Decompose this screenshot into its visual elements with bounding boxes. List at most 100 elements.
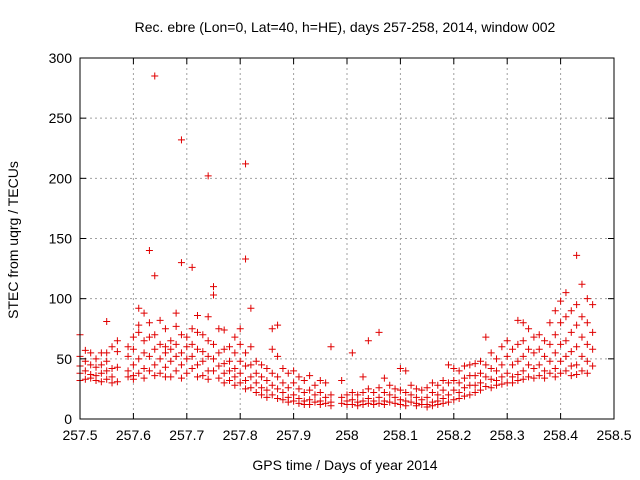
data-point [108, 343, 116, 351]
data-point [327, 402, 335, 410]
data-point [514, 370, 522, 378]
data-point [92, 355, 100, 363]
data-point [391, 393, 399, 401]
data-point [322, 379, 330, 387]
data-point [258, 361, 266, 369]
data-point [258, 391, 266, 399]
data-point [535, 361, 543, 369]
data-point [412, 393, 420, 401]
data-point [407, 391, 415, 399]
data-point [113, 363, 121, 371]
data-point [412, 385, 420, 393]
data-point [242, 160, 250, 168]
data-point [145, 367, 153, 375]
data-point [188, 340, 196, 348]
data-point [226, 357, 234, 365]
data-point [578, 313, 586, 321]
data-point [557, 297, 565, 305]
data-point [167, 373, 175, 381]
data-point [220, 369, 228, 377]
data-point [567, 362, 575, 370]
data-point [295, 385, 303, 393]
data-point [167, 357, 175, 365]
data-point [284, 369, 292, 377]
y-axis-label: STEC from uqrg / TECUs [5, 161, 21, 319]
data-point [450, 396, 458, 404]
data-point [573, 321, 581, 329]
data-point [311, 398, 319, 406]
data-point [151, 361, 159, 369]
data-point [583, 295, 591, 303]
data-point [92, 363, 100, 371]
x-tick-label: 258.3 [490, 427, 525, 443]
data-point [375, 399, 383, 407]
data-point [279, 396, 287, 404]
data-point [274, 395, 282, 403]
axis-ticks: 257.5 257.6 257.7 257.8 257.9 258 258.1 258.2 25… [49, 50, 632, 443]
data-point [519, 352, 527, 360]
data-point [268, 369, 276, 377]
data-point [290, 391, 298, 399]
data-point [450, 364, 458, 372]
data-point [557, 319, 565, 327]
data-point [450, 386, 458, 394]
data-point [252, 357, 260, 365]
data-point [268, 391, 276, 399]
data-point [343, 391, 351, 399]
x-tick-label: 258 [335, 427, 359, 443]
data-point [455, 379, 463, 387]
data-point [471, 372, 479, 380]
data-point [193, 312, 201, 320]
data-point [364, 385, 372, 393]
data-point [295, 373, 303, 381]
x-tick-label: 258.1 [383, 427, 418, 443]
data-point [113, 337, 121, 345]
data-point [145, 333, 153, 341]
data-point [354, 391, 362, 399]
data-point [583, 340, 591, 348]
data-point [129, 361, 137, 369]
data-point [135, 369, 143, 377]
y-tick-label: 100 [49, 291, 73, 307]
data-point [503, 369, 511, 377]
data-point [493, 381, 501, 389]
data-point [135, 304, 143, 312]
data-point [231, 381, 239, 389]
data-point [151, 345, 159, 353]
data-point [220, 360, 228, 368]
data-point [236, 379, 244, 387]
data-point [204, 313, 212, 321]
data-point [493, 355, 501, 363]
data-point [258, 384, 266, 392]
data-point [583, 357, 591, 365]
data-point [423, 403, 431, 411]
data-point [103, 367, 111, 375]
data-point [509, 373, 517, 381]
y-tick-label: 300 [49, 50, 73, 66]
x-tick-label: 257.5 [62, 427, 97, 443]
data-point [391, 399, 399, 407]
data-point [327, 391, 335, 399]
data-point [124, 352, 132, 360]
data-point [193, 345, 201, 353]
data-point [81, 346, 89, 354]
data-point [396, 386, 404, 394]
data-point [434, 381, 442, 389]
data-point [124, 367, 132, 375]
data-point [156, 340, 164, 348]
data-point [487, 375, 495, 383]
data-point [204, 337, 212, 345]
data-point [477, 386, 484, 394]
data-point [87, 374, 95, 382]
data-point [338, 376, 346, 384]
data-point [263, 386, 271, 394]
data-point [193, 328, 201, 336]
data-point [391, 385, 399, 393]
data-point [396, 401, 404, 409]
data-point [471, 389, 479, 397]
y-tick-label: 200 [49, 170, 73, 186]
data-point [525, 325, 533, 333]
data-point [103, 357, 111, 365]
data-point [161, 343, 169, 351]
